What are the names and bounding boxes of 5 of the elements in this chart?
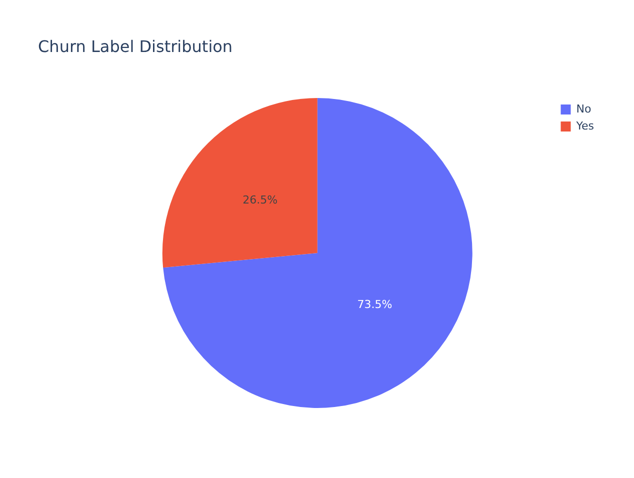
legend-label: Yes xyxy=(575,119,594,132)
chart-title: Churn Label Distribution xyxy=(38,37,233,56)
data-label: 26.5% xyxy=(242,194,278,207)
data-label: 73.5% xyxy=(357,298,392,312)
legend-label: No xyxy=(576,102,592,116)
